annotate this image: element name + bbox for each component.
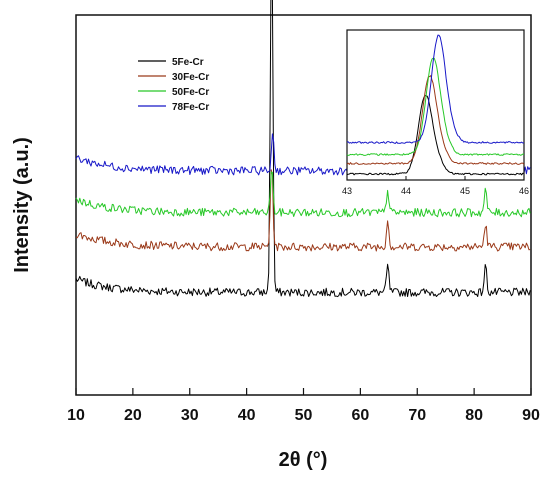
main-x-tick-label: 10 [67,407,85,424]
inset-chart: 43 44 45 46 [342,29,529,196]
series-line-50fe-cr [75,171,531,218]
main-x-tick-label: 90 [522,407,540,424]
main-tick-labels: 10 20 30 40 50 60 70 80 90 [67,407,540,424]
main-x-tick-label: 70 [408,407,426,424]
main-series-group [75,0,531,298]
series-line-30fe-cr [75,169,531,252]
legend-label: 5Fe-Cr [172,57,204,68]
inset-series-line-78fe-cr [346,34,525,144]
main-x-ticks [75,388,532,395]
inset-plot-frame [346,29,525,181]
legend: 5Fe-Cr 30Fe-Cr 50Fe-Cr 78Fe-Cr [138,57,209,113]
main-x-tick-label: 40 [238,407,256,424]
main-x-tick-label: 50 [295,407,313,424]
inset-series-line-50fe-cr [346,57,525,156]
inset-x-ticks [346,176,525,180]
main-x-tick-label: 80 [465,407,483,424]
legend-label: 78Fe-Cr [172,102,209,113]
legend-label: 50Fe-Cr [172,87,209,98]
inset-x-tick-label: 46 [519,186,529,196]
x-axis-title: 2θ (°) [279,449,328,471]
legend-label: 30Fe-Cr [172,72,209,83]
inset-x-tick-label: 45 [460,186,470,196]
inset-series-group [346,34,525,176]
main-x-tick-label: 20 [124,407,142,424]
inset-series-line-30fe-cr [346,75,525,165]
inset-x-tick-label: 43 [342,186,352,196]
inset-tick-labels: 43 44 45 46 [342,186,529,196]
main-x-tick-label: 30 [181,407,199,424]
series-line-5fe-cr [75,0,531,298]
inset-x-tick-label: 44 [401,186,411,196]
main-x-tick-label: 60 [351,407,369,424]
y-axis-title: Intensity (a.u.) [11,137,33,273]
inset-series-line-5fe-cr [346,95,524,176]
